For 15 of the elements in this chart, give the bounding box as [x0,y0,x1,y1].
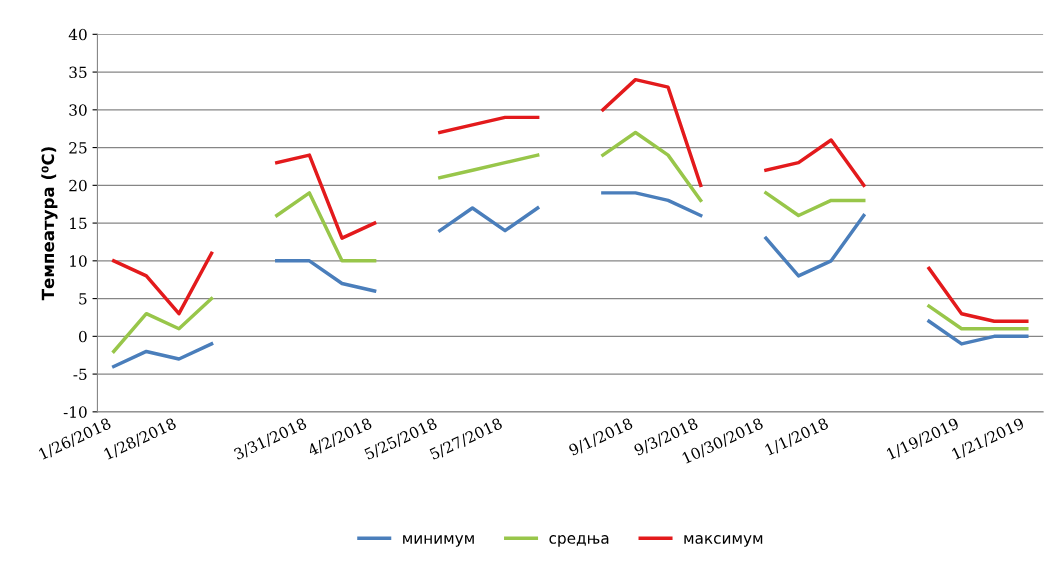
legend-label: максимум [684,535,763,547]
y-tick-label: 30 [69,104,87,116]
y-tick-label: 10 [70,255,87,267]
legend-label: минимум [403,535,474,547]
y-tick-label: 5 [79,293,87,305]
y-tick-label: 25 [69,142,87,154]
y-tick-label: 20 [69,179,87,192]
y-tick-label: 40 [68,28,87,41]
y-tick-label: -5 [73,368,87,381]
y-tick-label: 15 [70,217,87,230]
y-tick-label: -10 [63,406,87,418]
y-axis-title: Темпеатура (⁰C) [41,147,58,301]
y-tick-label: 0 [78,330,87,343]
y-tick-label: 35 [69,66,87,79]
legend-label: средња [549,535,609,547]
